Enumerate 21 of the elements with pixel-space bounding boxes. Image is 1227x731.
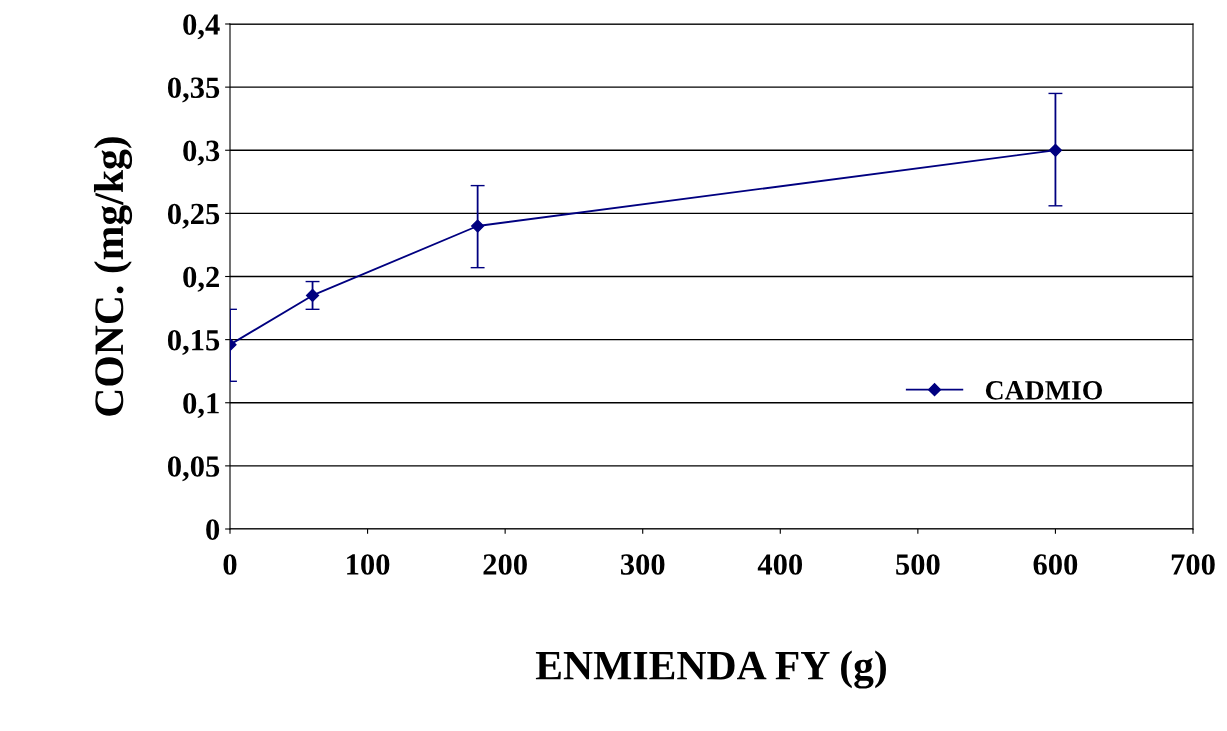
x-tick-label: 700 (1171, 554, 1215, 575)
y-tick-label: 0,05 (167, 456, 220, 482)
x-tick-label: 500 (896, 554, 940, 575)
x-axis-title: ENMIENDA FY (g) (535, 650, 886, 689)
x-tick-label: 100 (347, 554, 390, 575)
y-tick-label: 0 (206, 519, 220, 540)
x-tick-label: 400 (757, 554, 803, 575)
point (1048, 143, 1063, 157)
y-tick-label: 0,4 (183, 14, 220, 40)
y-axis-title: CONC. (mg/kg) (93, 137, 133, 416)
y-tick-label: 0,35 (167, 77, 220, 103)
y-tick-label: 0,3 (183, 140, 220, 166)
y-tick-label: 0,15 (167, 329, 220, 355)
y-tick-label: 0,25 (167, 203, 220, 229)
x-tick-label: 0 (223, 554, 237, 575)
x-tick-label: 300 (620, 554, 665, 575)
y-tick-label: 0,2 (183, 266, 219, 292)
x-tick-label: 200 (483, 554, 527, 575)
x-tick-label: 600 (1033, 554, 1078, 575)
y-tick-label: 0,1 (183, 393, 219, 419)
legend-label: CADMIO (985, 381, 1103, 400)
